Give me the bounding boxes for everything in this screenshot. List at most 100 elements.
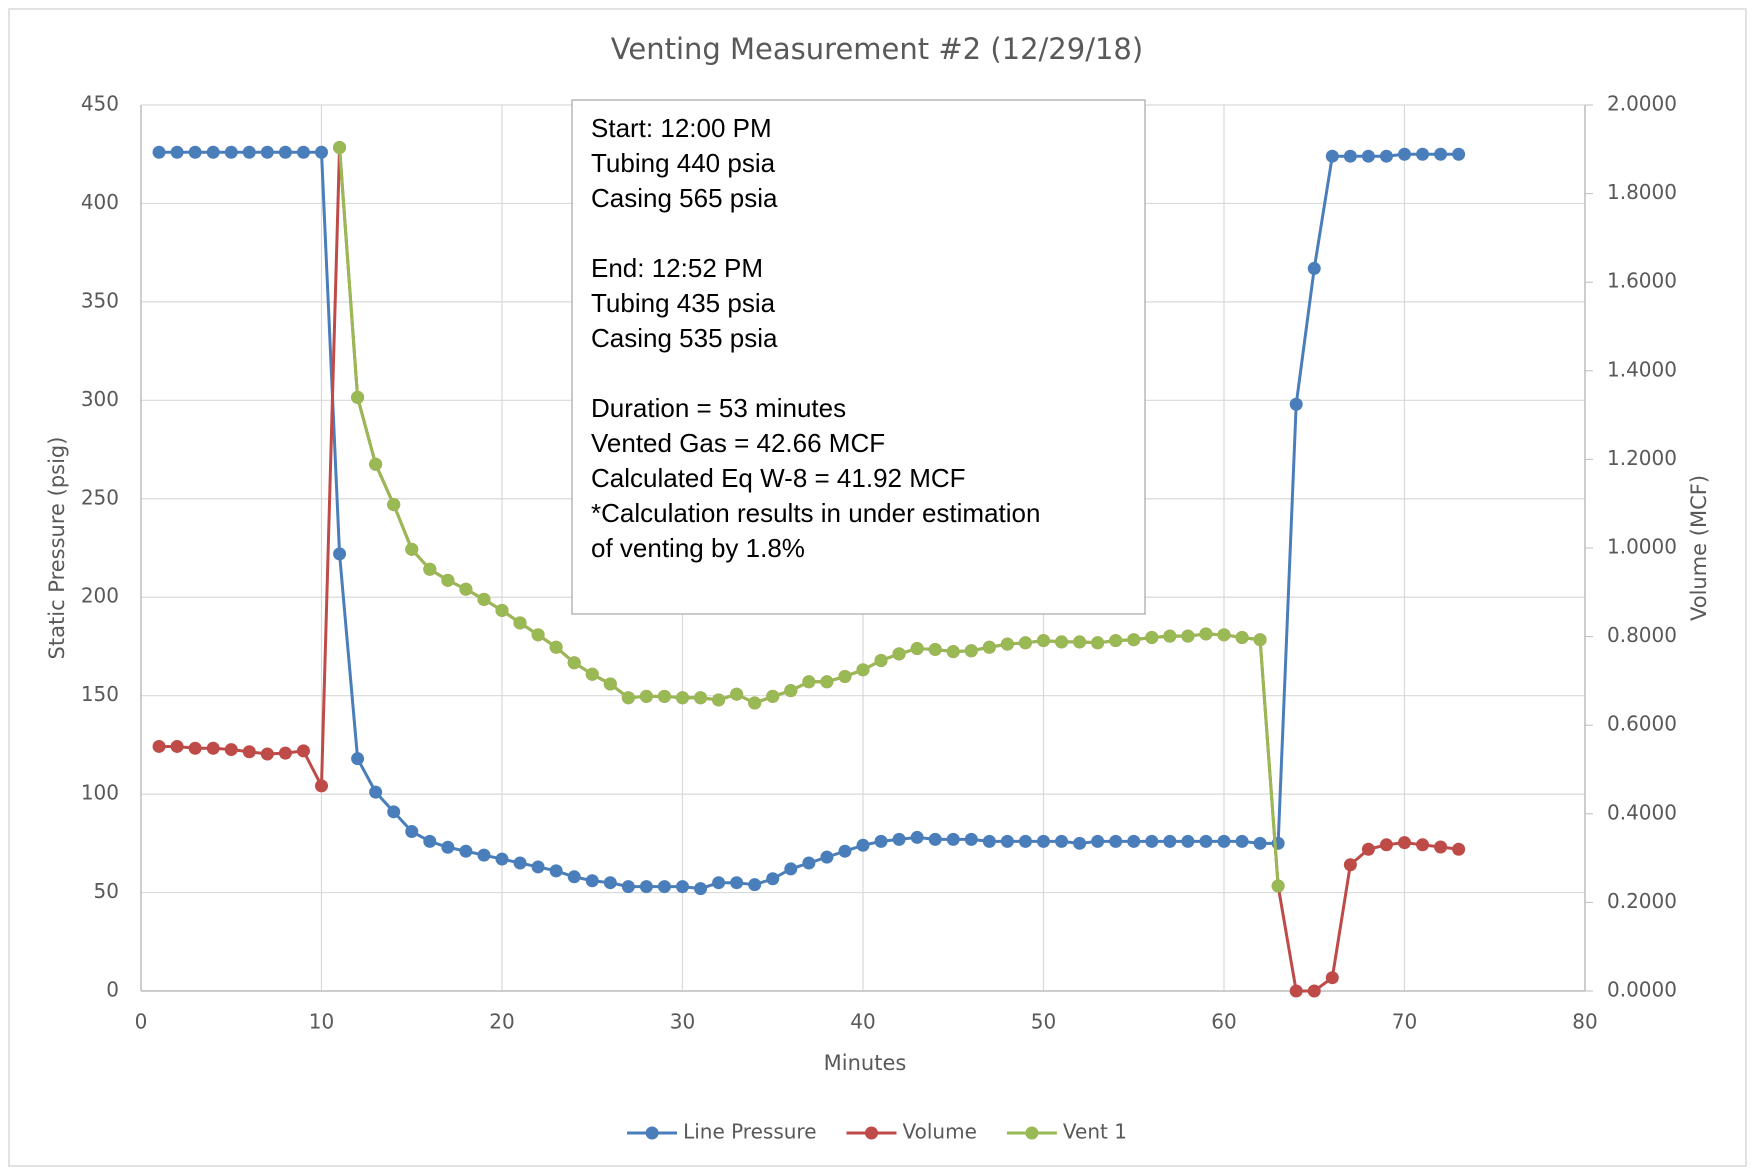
data-point [657, 689, 671, 703]
data-point [477, 592, 491, 606]
x-tick-label: 10 [309, 1010, 334, 1034]
data-point [730, 876, 744, 890]
data-point [1271, 879, 1285, 893]
data-point [1398, 147, 1411, 161]
data-point [1018, 636, 1032, 650]
x-tick-label: 20 [489, 1010, 514, 1034]
y-tick-label: 350 [81, 288, 119, 312]
data-point [1018, 834, 1032, 848]
y2-tick-label: 0.4000 [1607, 800, 1677, 824]
data-point [1181, 834, 1195, 848]
data-point [242, 145, 256, 159]
data-point [874, 654, 888, 668]
data-point [1416, 838, 1430, 852]
legend-marker [865, 1126, 878, 1140]
data-point [296, 744, 310, 758]
data-point [1145, 630, 1159, 644]
data-point [928, 642, 942, 656]
y2-tick-label: 1.8000 [1607, 180, 1677, 204]
data-point [982, 640, 996, 654]
data-point [369, 457, 383, 471]
y2-tick-label: 1.6000 [1607, 269, 1677, 293]
y-tick-label: 400 [81, 190, 119, 214]
data-point [1109, 634, 1123, 648]
data-point [1217, 834, 1231, 848]
data-point [1235, 630, 1249, 644]
data-point [1109, 834, 1123, 848]
data-point [369, 785, 383, 799]
annotation-box [571, 99, 1146, 615]
data-point [1325, 971, 1339, 985]
data-point [567, 656, 581, 670]
data-point [1055, 635, 1069, 649]
data-point [1217, 628, 1231, 642]
data-point [423, 562, 437, 576]
data-point [351, 752, 365, 766]
data-point [657, 880, 671, 894]
data-point [856, 838, 870, 852]
x-tick-label: 50 [1031, 1010, 1056, 1034]
data-point [712, 876, 726, 890]
x-tick-label: 0 [135, 1010, 148, 1034]
data-point [585, 874, 599, 888]
legend-marker [1025, 1126, 1039, 1140]
data-point [170, 739, 184, 753]
legend-item: Volume [846, 1120, 977, 1144]
data-point [1416, 147, 1430, 161]
data-point [242, 745, 256, 759]
data-point [260, 747, 274, 761]
data-point [1235, 834, 1249, 848]
x-tick-label: 60 [1211, 1010, 1236, 1034]
y2-tick-label: 1.4000 [1607, 357, 1677, 381]
y2-tick-label: 1.0000 [1607, 535, 1677, 559]
data-point [459, 844, 473, 858]
data-point [1000, 637, 1014, 651]
data-point [694, 882, 708, 896]
annotation-line: End: 12:52 PM [591, 253, 763, 283]
data-point [170, 145, 184, 159]
annotation-line: of venting by 1.8% [591, 533, 805, 563]
y-tick-label: 0 [106, 978, 119, 1002]
chart-title: Venting Measurement #2 (12/29/18) [611, 32, 1143, 66]
data-point [1163, 629, 1177, 643]
x-tick-label: 40 [850, 1010, 875, 1034]
data-point [206, 741, 220, 755]
data-point [1199, 834, 1213, 848]
data-point [1037, 834, 1050, 848]
y-tick-label: 100 [81, 781, 119, 805]
y2-axis-label: Volume (MCF) [1687, 475, 1711, 621]
data-point [459, 582, 473, 596]
data-point [278, 746, 292, 760]
y2-tick-label: 1.2000 [1607, 446, 1677, 470]
data-point [1343, 858, 1357, 872]
data-point [1452, 842, 1466, 856]
data-point [315, 145, 328, 159]
data-point [603, 677, 617, 691]
y2-tick-label: 0.2000 [1607, 889, 1677, 913]
data-point [260, 145, 274, 159]
data-point [1000, 834, 1014, 848]
annotation-line: Calculated Eq W-8 = 41.92 MCF [591, 463, 966, 493]
data-point [874, 834, 888, 848]
data-point [405, 542, 419, 556]
data-point [206, 145, 220, 159]
y2-tick-label: 2.0000 [1607, 92, 1677, 116]
y-tick-label: 150 [81, 682, 119, 706]
data-point [928, 832, 942, 846]
legend-item: Vent 1 [1006, 1120, 1127, 1144]
x-tick-label: 80 [1572, 1010, 1597, 1034]
annotation-line: Start: 12:00 PM [591, 113, 772, 143]
data-point [802, 856, 816, 870]
data-point [1037, 634, 1050, 648]
data-point [1253, 633, 1267, 647]
data-point [639, 880, 653, 894]
data-point [1307, 261, 1321, 275]
data-point [441, 573, 455, 587]
data-point [387, 498, 401, 512]
data-point [838, 844, 852, 858]
data-point [333, 547, 347, 561]
data-point [603, 876, 617, 890]
data-point [1289, 984, 1303, 998]
legend-label: Line Pressure [683, 1120, 816, 1144]
